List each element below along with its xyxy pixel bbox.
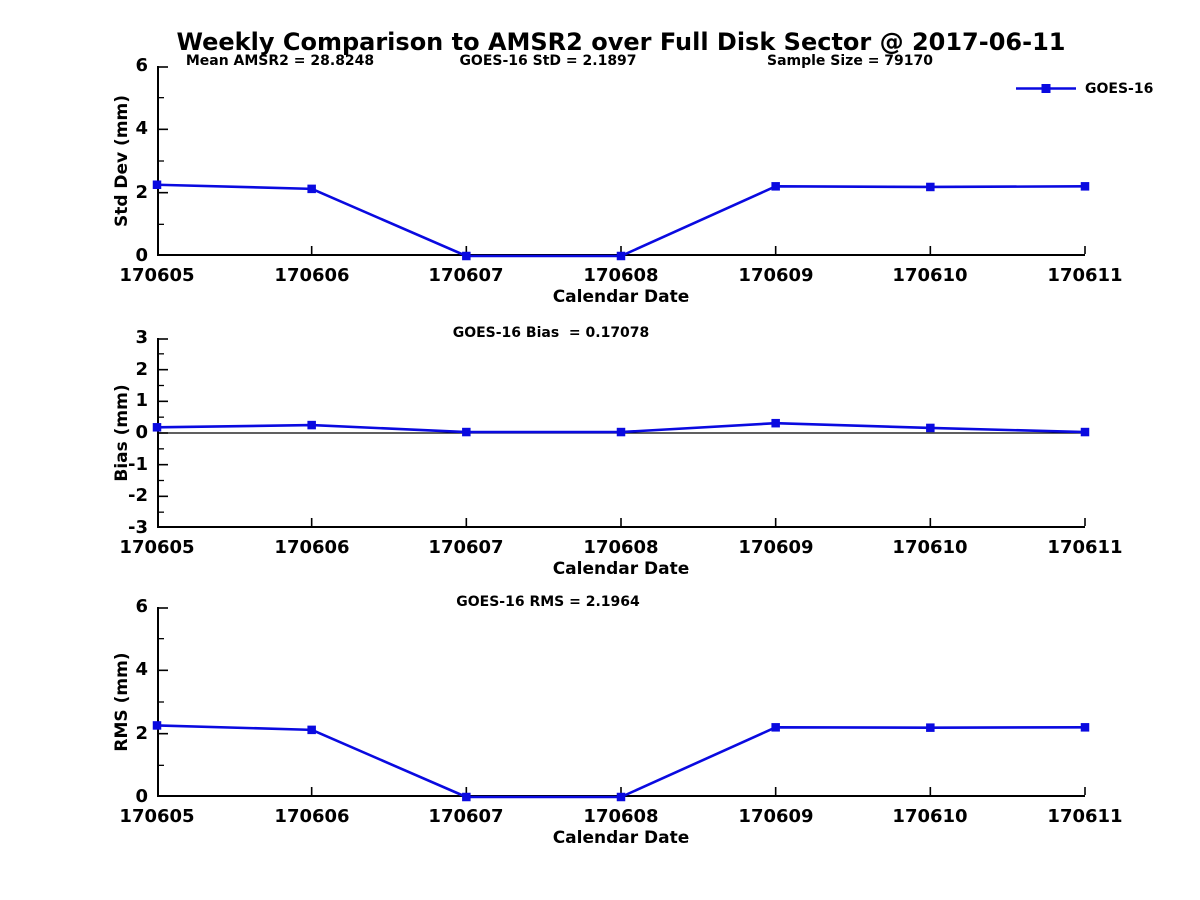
x-tick-label: 170605 (119, 537, 195, 558)
y-tick-label: 2 (135, 723, 148, 744)
annotation-text: GOES-16 RMS = 2.1964 (456, 594, 640, 610)
plot-area (152, 66, 1090, 261)
x-tick-label: 170609 (738, 265, 814, 286)
y-tick-label: 4 (135, 659, 148, 680)
legend-label: GOES-16 (1085, 80, 1154, 97)
x-tick-label: 170608 (583, 537, 659, 558)
y-tick-label: 0 (135, 422, 148, 443)
plot-canvas (152, 607, 1090, 802)
x-tick-label: 170607 (428, 265, 504, 286)
plot-area (152, 607, 1090, 802)
x-axis-label: Calendar Date (552, 287, 690, 307)
y-tick-label: 6 (135, 596, 148, 617)
y-tick-label: -2 (128, 485, 148, 506)
plot-area (152, 338, 1090, 528)
x-tick-label: 170611 (1047, 265, 1123, 286)
annotation-text: Sample Size = 79170 (766, 53, 934, 69)
x-tick-label: 170610 (892, 806, 968, 827)
plot-canvas (152, 338, 1090, 528)
x-axis-label: Calendar Date (552, 828, 690, 848)
y-tick-label: 0 (135, 786, 148, 807)
legend: GOES-16 (1014, 80, 1153, 97)
legend-line-sample (1016, 84, 1076, 93)
x-tick-label: 170607 (428, 806, 504, 827)
y-tick-label: 3 (135, 327, 148, 348)
x-tick-label: 170608 (583, 806, 659, 827)
x-axis-label: Calendar Date (552, 559, 690, 579)
y-tick-label: 0 (135, 245, 148, 266)
x-tick-label: 170606 (274, 265, 350, 286)
annotation-text: Mean AMSR2 = 28.8248 (185, 53, 375, 69)
annotation-text: GOES-16 Bias = 0.17078 (452, 325, 650, 341)
x-tick-label: 170606 (274, 537, 350, 558)
x-tick-label: 170608 (583, 265, 659, 286)
x-tick-label: 170607 (428, 537, 504, 558)
x-tick-label: 170606 (274, 806, 350, 827)
x-tick-label: 170611 (1047, 537, 1123, 558)
plot-canvas (152, 66, 1090, 261)
x-tick-label: 170605 (119, 806, 195, 827)
y-tick-label: 2 (135, 359, 148, 380)
x-tick-label: 170610 (892, 537, 968, 558)
x-tick-label: 170605 (119, 265, 195, 286)
x-tick-label: 170609 (738, 806, 814, 827)
y-tick-label: 6 (135, 55, 148, 76)
y-axis-label: Std Dev (mm) (112, 94, 132, 228)
y-tick-label: 2 (135, 182, 148, 203)
y-tick-label: -1 (128, 454, 148, 475)
annotation-text: GOES-16 StD = 2.1897 (459, 53, 637, 69)
x-tick-label: 170609 (738, 537, 814, 558)
figure-title: Weekly Comparison to AMSR2 over Full Dis… (176, 28, 1066, 56)
y-tick-label: -3 (128, 517, 148, 538)
y-axis-label: RMS (mm) (112, 652, 132, 752)
y-tick-label: 4 (135, 118, 148, 139)
y-tick-label: 1 (135, 390, 148, 411)
x-tick-label: 170611 (1047, 806, 1123, 827)
x-tick-label: 170610 (892, 265, 968, 286)
